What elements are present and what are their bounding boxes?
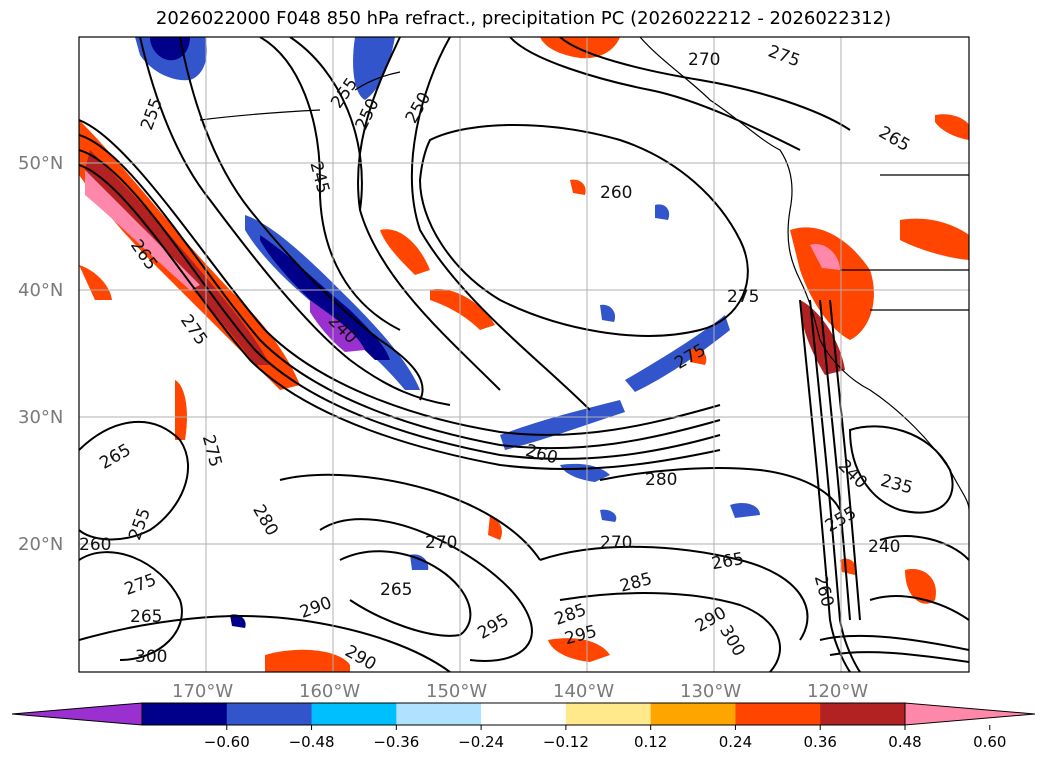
colorbar-tick-label: 0.24 bbox=[719, 733, 752, 751]
colorbar-tick-label: 0.48 bbox=[888, 733, 921, 751]
contour-label: 300 bbox=[135, 647, 167, 667]
colorbar-tick-label: −0.12 bbox=[543, 733, 589, 751]
colorbar-tick-label: 0.36 bbox=[804, 733, 837, 751]
gridlines bbox=[79, 37, 969, 672]
colorbar-tick-label: 0.12 bbox=[634, 733, 667, 751]
colorbar-tick-label: −0.24 bbox=[458, 733, 504, 751]
lon-label: 160°W bbox=[299, 681, 360, 702]
colorbar-tick-label: 0.60 bbox=[973, 733, 1006, 751]
colorbar-segment bbox=[735, 703, 821, 725]
map-title: 2026022000 F048 850 hPa refract., precip… bbox=[155, 8, 892, 29]
contour-label: 275 bbox=[727, 287, 759, 307]
lon-label: 130°W bbox=[680, 681, 741, 702]
lon-label: 120°W bbox=[807, 681, 868, 702]
colorbar-segment bbox=[226, 703, 313, 725]
lat-label: 50°N bbox=[18, 153, 63, 174]
lat-axis: 50°N 40°N 30°N 20°N bbox=[18, 153, 63, 555]
coastline bbox=[199, 37, 969, 511]
contour-label: 240 bbox=[868, 537, 900, 557]
contour-label: 260 bbox=[600, 183, 632, 203]
map-panel: 255 255 250 250 245 270 275 265 260 275 … bbox=[79, 37, 969, 672]
colorbar-segment bbox=[142, 703, 228, 725]
colorbar-segment bbox=[481, 703, 567, 725]
colorbar-tick-label: −0.48 bbox=[289, 733, 335, 751]
lon-label: 150°W bbox=[426, 681, 487, 702]
colorbar-segment bbox=[820, 703, 906, 725]
colorbar-segment bbox=[311, 703, 397, 725]
lat-label: 30°N bbox=[18, 407, 63, 428]
lon-label: 170°W bbox=[172, 681, 233, 702]
colorbar-segment bbox=[396, 703, 482, 725]
contour-label: 265 bbox=[380, 580, 412, 600]
colorbar-tick-label: −0.36 bbox=[373, 733, 419, 751]
contour-label: 260 bbox=[79, 535, 111, 555]
colorbar-segment bbox=[565, 703, 652, 725]
contour-label: 265 bbox=[130, 607, 162, 627]
map-frame bbox=[78, 36, 970, 673]
lat-label: 40°N bbox=[18, 280, 63, 301]
contour-label: 270 bbox=[688, 50, 720, 70]
colorbar-extend-high bbox=[904, 702, 1036, 726]
colorbar-extend-low bbox=[11, 702, 143, 726]
contour-label: 270 bbox=[600, 533, 632, 553]
lat-label: 20°N bbox=[18, 534, 63, 555]
colorbar: −0.60 −0.48 −0.36 −0.24 −0.12 0.12 0.24 0.36 0.4… bbox=[11, 702, 1036, 751]
colorbar-segment bbox=[650, 703, 736, 725]
contour-lines bbox=[79, 37, 969, 672]
colorbar-tick-label: −0.60 bbox=[204, 733, 250, 751]
lon-axis: 170°W 160°W 150°W 140°W 130°W 120°W bbox=[172, 681, 868, 702]
contour-label: 270 bbox=[425, 533, 457, 553]
lon-label: 140°W bbox=[553, 681, 614, 702]
contour-label: 280 bbox=[645, 470, 677, 490]
colorbar-frame bbox=[141, 702, 906, 726]
